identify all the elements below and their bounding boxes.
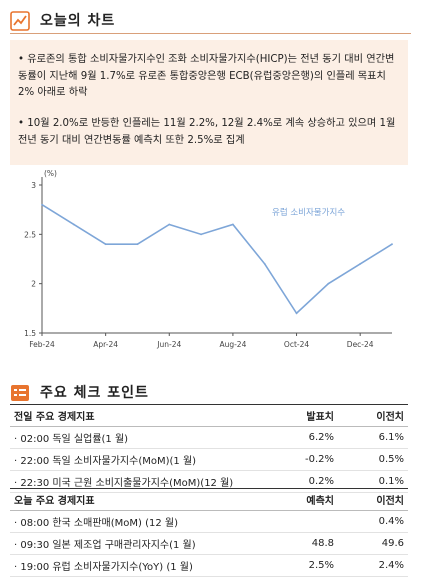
data-point — [104, 243, 107, 246]
cell-previous: 6.1% — [338, 426, 408, 449]
table-header: 전일 주요 경제지표 발표치 이전치 — [10, 404, 408, 427]
y-tick-label: 2.5 — [24, 230, 36, 239]
data-point — [200, 233, 202, 236]
header-previous: 이전치 — [338, 404, 408, 427]
section-title: 오늘의 차트 — [40, 13, 116, 29]
inflation-chart: (%) 3 2.5 2 1.5 Feb-24 Apr-24 Jun-24 Aug-24 Oct-2… — [10, 165, 408, 357]
data-point — [168, 223, 171, 226]
header-indicator: 전일 주요 경제지표 — [10, 404, 268, 427]
header-previous: 이전치 — [338, 488, 408, 511]
x-tick-label: Apr-24 — [93, 340, 118, 349]
x-tick-label: Jun-24 — [156, 340, 181, 349]
y-unit-label: (%) — [44, 169, 57, 178]
section-header-checkpoints: 주요 체크 포인트 — [0, 380, 421, 406]
section-title: 주요 체크 포인트 — [40, 385, 149, 401]
table-header: 오늘 주요 경제지표 예측치 이전치 — [10, 488, 408, 511]
cell-previous: 0.5% — [338, 448, 408, 471]
header-forecast: 예측치 — [268, 488, 338, 511]
x-tick-label: Aug-24 — [219, 340, 246, 349]
cell-indicator: · 19:00 유럽 소비자물가지수(YoY) (1 월) — [10, 554, 268, 577]
table-today: 오늘 주요 경제지표 예측치 이전치 · 08:00 한국 소매판매(MoM) … — [10, 488, 408, 577]
data-point — [232, 223, 234, 226]
y-tick-label: 1.5 — [24, 329, 36, 338]
table-row: · 22:00 독일 소비자물가지수(MoM)(1 월) -0.2% 0.5% — [10, 448, 408, 471]
y-tick-label: 2 — [31, 280, 36, 289]
cell-indicator: · 22:00 독일 소비자물가지수(MoM)(1 월) — [10, 448, 268, 471]
cell-indicator: · 09:30 일본 제조업 구매관리자지수(1 월) — [10, 532, 268, 555]
data-point — [391, 243, 393, 246]
series-line — [41, 204, 393, 315]
x-tick-label: Feb-24 — [29, 340, 55, 349]
summary-box: • 유로존의 통합 소비자물가지수인 조화 소비자물가지수(HICP)는 전년 … — [10, 40, 408, 165]
chart-line-icon — [10, 11, 30, 31]
data-point — [41, 203, 43, 206]
series-label: 유럽 소비자물가지수 — [272, 208, 345, 218]
cell-actual: 6.2% — [268, 426, 338, 449]
cell-actual: -0.2% — [268, 448, 338, 471]
table-row: · 19:00 유럽 소비자물가지수(YoY) (1 월) 2.5% 2.4% — [10, 554, 408, 577]
cell-previous: 49.6 — [338, 532, 408, 555]
data-point — [263, 263, 266, 265]
data-point — [136, 243, 139, 246]
cell-indicator: · 02:00 독일 실업률(1 월) — [10, 426, 268, 449]
data-point — [359, 263, 362, 265]
cell-previous: 0.4% — [338, 510, 408, 533]
summary-bullet-1: • 유로존의 통합 소비자물가지수인 조화 소비자물가지수(HICP)는 전년 … — [18, 54, 395, 98]
summary-bullet-2: • 10월 2.0%로 반등한 인플레는 11월 2.2%, 12월 2.4%로… — [18, 118, 396, 146]
x-tick-label: Oct-24 — [284, 340, 309, 349]
data-point — [295, 312, 298, 315]
chart-svg: (%) 3 2.5 2 1.5 Feb-24 Apr-24 Jun-24 Aug-24 Oct-2… — [24, 169, 393, 349]
table-row: · 02:00 독일 실업률(1 월) 6.2% 6.1% — [10, 426, 408, 449]
checklist-icon — [11, 385, 29, 401]
table-row: · 09:30 일본 제조업 구매관리자지수(1 월) 48.8 49.6 — [10, 532, 408, 555]
cell-forecast — [268, 510, 338, 533]
cell-indicator: · 08:00 한국 소매판매(MoM) (12 월) — [10, 510, 268, 533]
section-divider — [10, 33, 411, 34]
cell-forecast: 2.5% — [268, 554, 338, 577]
header-indicator: 오늘 주요 경제지표 — [10, 488, 268, 511]
cell-previous: 2.4% — [338, 554, 408, 577]
table-row: · 08:00 한국 소매판매(MoM) (12 월) 0.4% — [10, 510, 408, 533]
section-header-today-chart: 오늘의 차트 — [0, 8, 421, 34]
data-point — [72, 223, 75, 226]
data-point — [327, 282, 330, 285]
cell-forecast: 48.8 — [268, 532, 338, 555]
y-tick-label: 3 — [31, 181, 36, 190]
x-tick-label: Dec-24 — [347, 340, 374, 349]
header-actual: 발표치 — [268, 404, 338, 427]
table-previous-day: 전일 주요 경제지표 발표치 이전치 · 02:00 독일 실업률(1 월) 6… — [10, 404, 408, 493]
